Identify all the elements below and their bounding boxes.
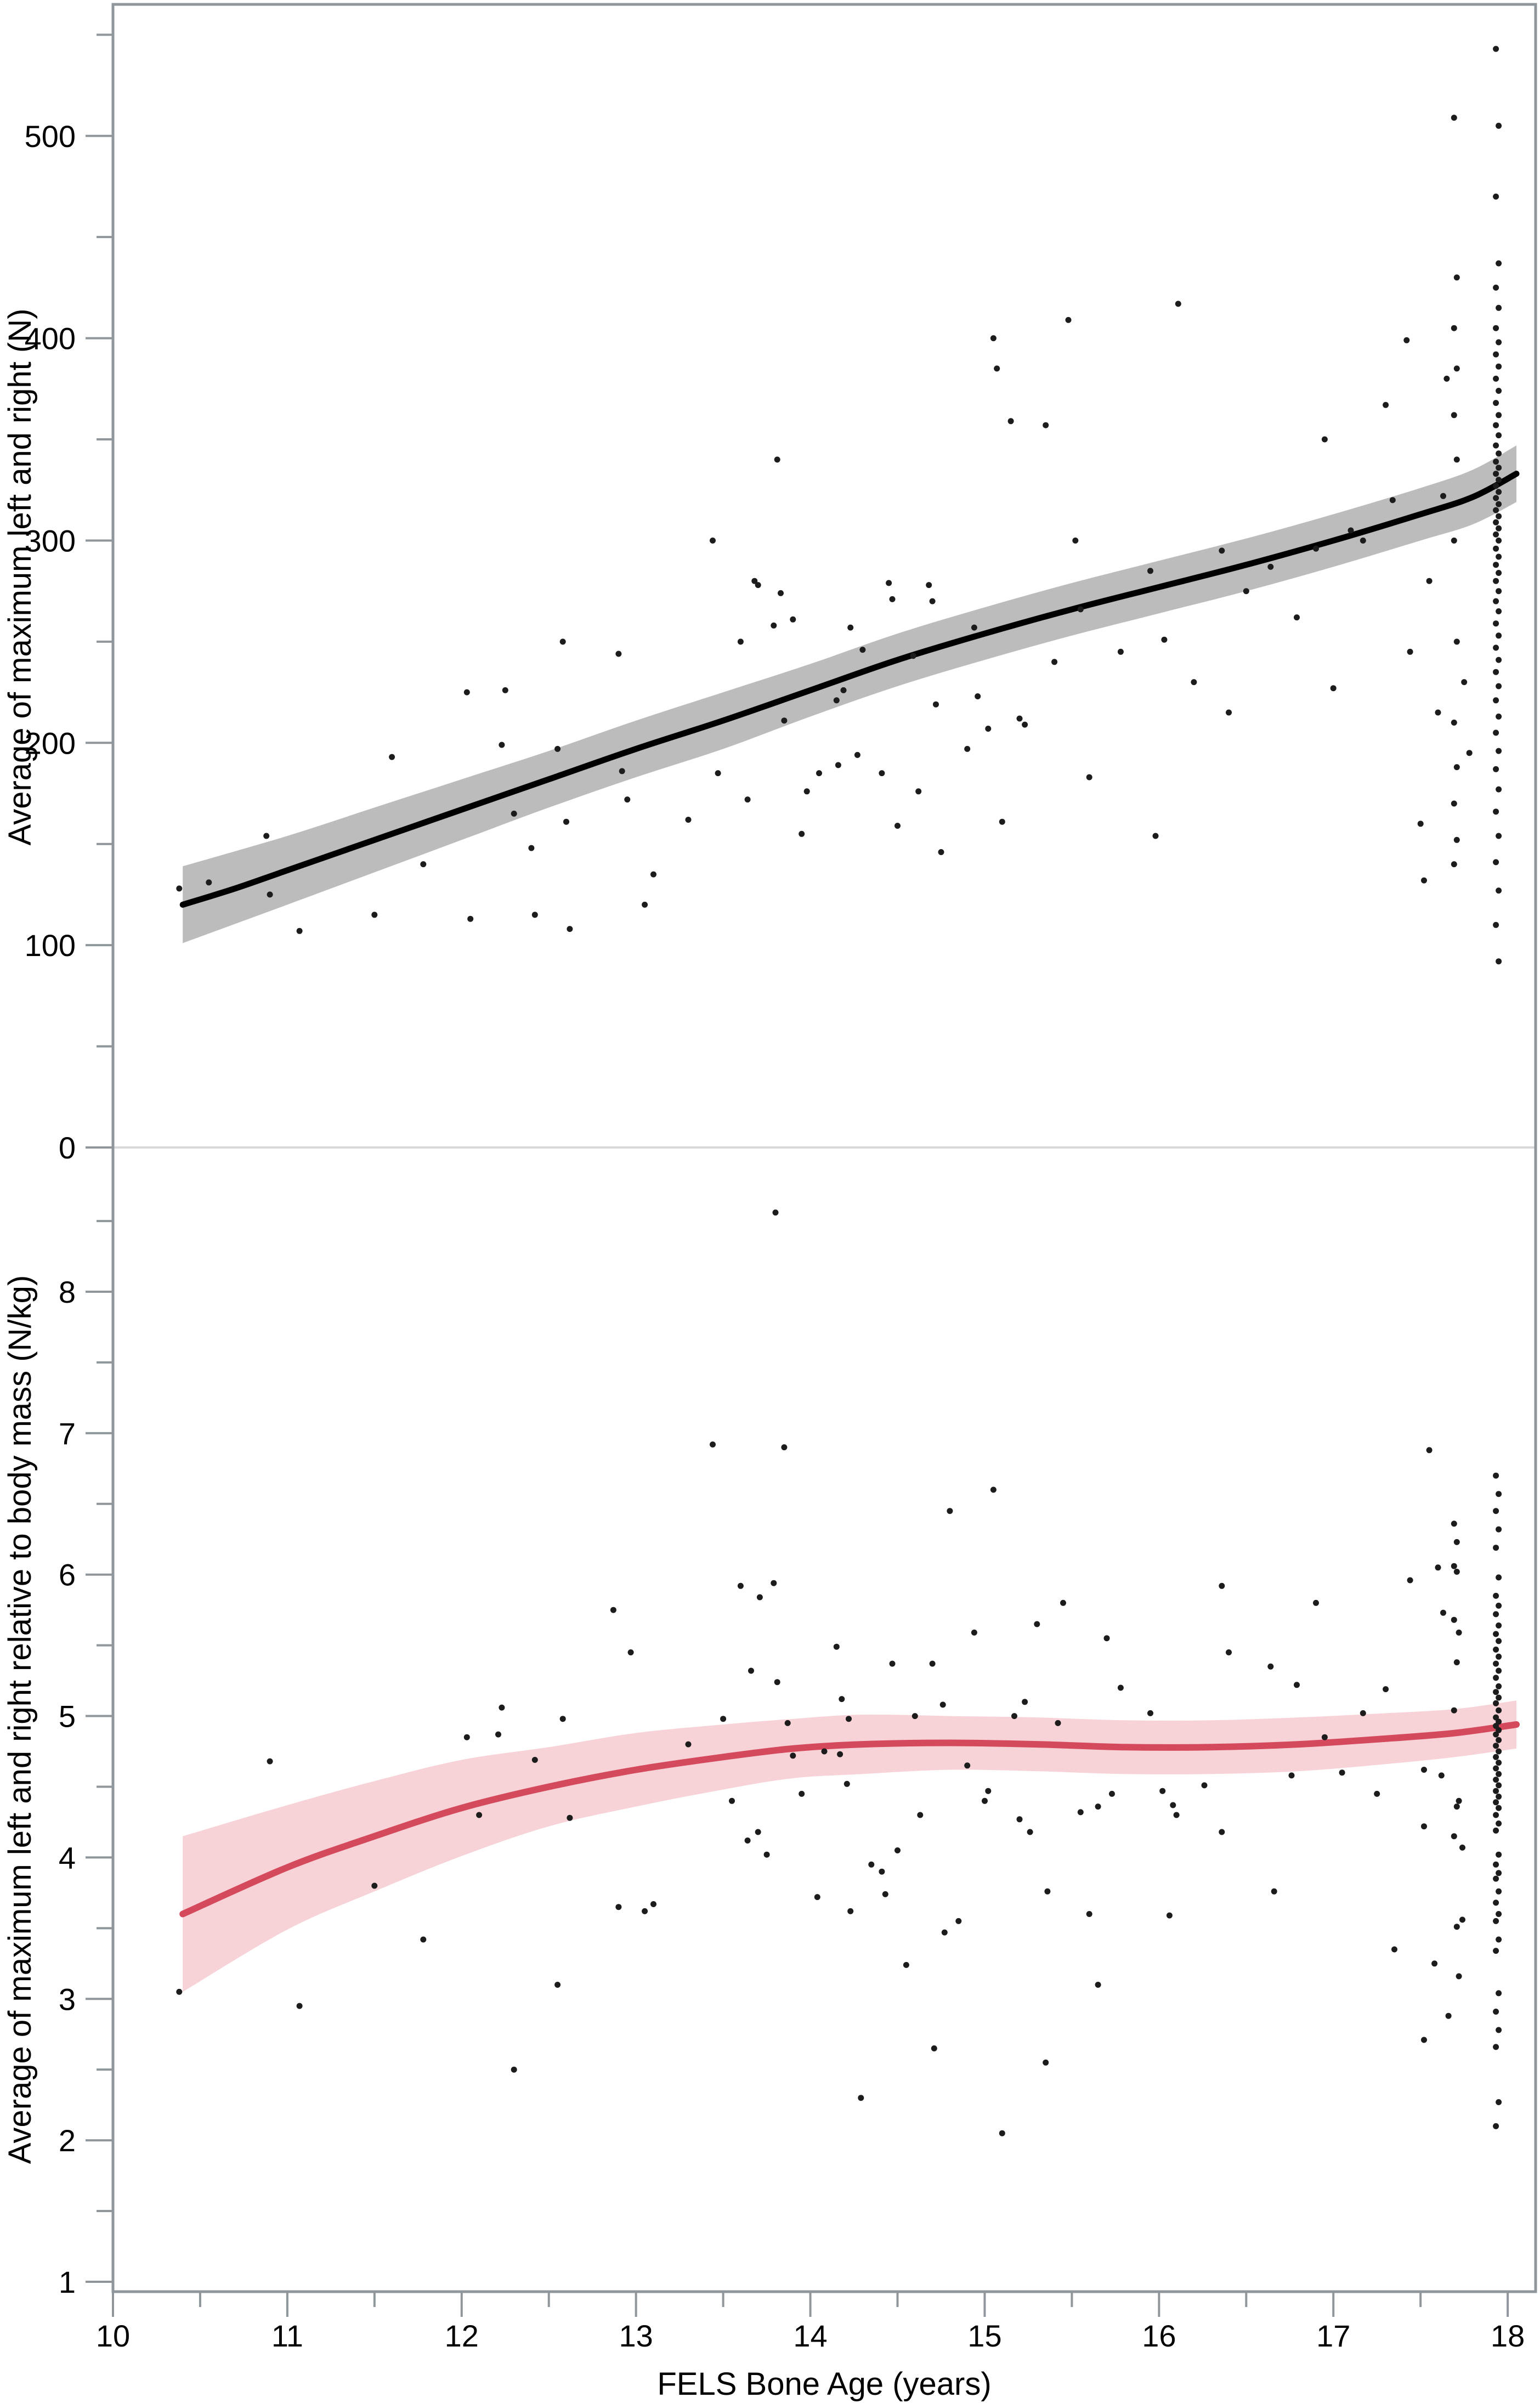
x-tick-label: 15	[967, 2319, 1001, 2353]
bottom-scatter-points	[176, 1209, 1502, 2136]
bottom-y-tick-label: 1	[59, 2265, 76, 2299]
top-y-tick-label: 300	[25, 523, 76, 558]
x-tick-label: 18	[1491, 2319, 1525, 2353]
bottom-y-tick-label: 6	[59, 1558, 76, 1592]
x-tick-label: 16	[1142, 2319, 1176, 2353]
x-axis-title: FELS Bone Age (years)	[657, 2366, 991, 2402]
top-confidence-band	[183, 445, 1517, 943]
x-tick-label: 10	[96, 2319, 130, 2353]
plot-frame	[111, 3, 1537, 2293]
top-y-tick-label: 500	[25, 119, 76, 154]
x-tick-label: 17	[1316, 2319, 1350, 2353]
bottom-y-axis-title: Average of maximum left and right relati…	[2, 1275, 38, 2164]
top-y-tick-label: 400	[25, 321, 76, 356]
x-tick-label: 13	[619, 2319, 653, 2353]
bottom-y-tick-label: 8	[59, 1275, 76, 1309]
x-axis-ticks: 10 11 12 13 14 15 16 17 18	[96, 2292, 1525, 2353]
bottom-y-tick-label: 4	[59, 1840, 76, 1875]
bottom-y-tick-label: 7	[59, 1416, 76, 1451]
bottom-y-axis-ticks: 1 2 3 4 5 6 7 8	[59, 1220, 113, 2299]
top-y-axis-ticks: 0 100 200 300 400 500	[25, 33, 113, 1165]
bottom-y-tick-label: 2	[59, 2123, 76, 2158]
x-tick-label: 14	[793, 2319, 827, 2353]
x-tick-label: 11	[271, 2319, 303, 2353]
bottom-loess-line	[179, 1721, 1520, 1918]
top-loess-line	[179, 471, 1520, 908]
top-y-tick-label: 0	[59, 1130, 76, 1165]
bottom-panel: 1 2 3 4 5 6 7 8	[59, 1209, 1520, 2299]
top-scatter-points	[176, 46, 1502, 965]
bottom-confidence-band	[183, 1700, 1517, 1992]
x-tick-label: 12	[445, 2319, 479, 2353]
top-y-tick-label: 100	[25, 928, 76, 963]
bottom-y-tick-label: 3	[59, 1982, 76, 2016]
bottom-y-tick-label: 5	[59, 1699, 76, 1734]
top-y-axis-title: Average of maximum left and right (N)	[2, 309, 38, 846]
top-y-tick-label: 200	[25, 726, 76, 760]
top-panel: 0 100 200 300 400 500	[25, 33, 1520, 1165]
